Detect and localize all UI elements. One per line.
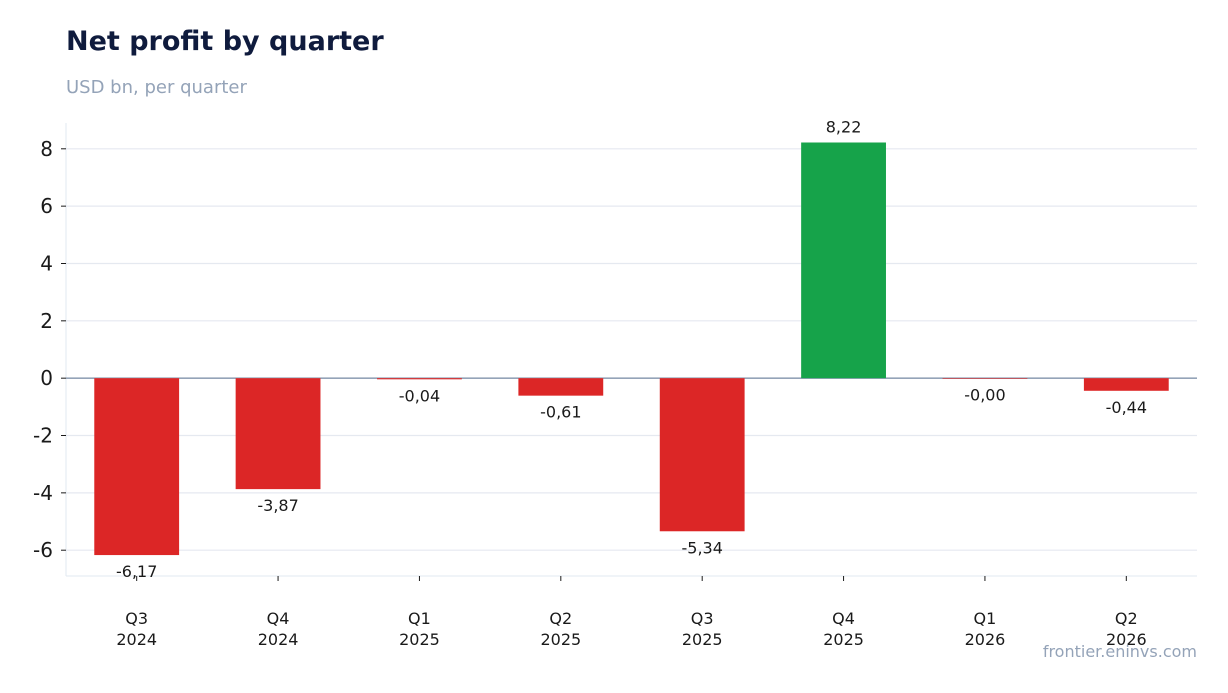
x-tick-label-quarter: Q4 xyxy=(832,609,855,628)
bar xyxy=(1083,378,1169,391)
bar xyxy=(942,378,1028,379)
x-tick-label-year: 2025 xyxy=(823,630,864,649)
data-label: -0,00 xyxy=(964,385,1005,404)
bar xyxy=(659,378,745,532)
y-tick: 4 xyxy=(40,251,66,275)
x-tick-label-quarter: Q1 xyxy=(408,609,431,628)
y-tick-label: -6 xyxy=(33,538,53,562)
y-tick: 6 xyxy=(40,194,66,218)
bar xyxy=(801,142,886,379)
data-label: 8,22 xyxy=(826,117,862,136)
data-label: -0,61 xyxy=(540,403,581,422)
x-tick-label-year: 2024 xyxy=(258,630,299,649)
y-tick-label: 4 xyxy=(40,251,53,275)
data-labels: -6,17 -3,87 -0,04 -0,61 -5,34 8,22 -0,00 -0,44 xyxy=(116,117,1147,581)
bar xyxy=(377,378,462,380)
bar xyxy=(518,378,604,396)
y-tick-label: 0 xyxy=(40,366,53,390)
data-label: -5,34 xyxy=(681,538,722,557)
y-tick-label: -4 xyxy=(33,481,53,505)
chart-title: Net profit by quarter xyxy=(66,26,384,57)
x-tick-label-year: 2025 xyxy=(682,630,723,649)
y-tick: 0 xyxy=(40,366,66,390)
data-label: -6,17 xyxy=(116,562,157,581)
x-tick-label-quarter: Q3 xyxy=(691,609,714,628)
bar xyxy=(94,378,180,556)
x-tick-label-quarter: Q4 xyxy=(267,609,290,628)
chart-subtitle: USD bn, per quarter xyxy=(66,77,247,98)
data-label: -0,04 xyxy=(399,386,440,405)
x-tick-label-year: 2026 xyxy=(1106,630,1147,649)
x-tick-label-year: 2025 xyxy=(540,630,581,649)
x-tick-label-quarter: Q2 xyxy=(549,609,572,628)
axes: 8 6 4 2 0 -2 -4 -6 Q3 2024 Q4 2024 Q1 2025 Q2 2025 Q3 202… xyxy=(33,123,1197,649)
x-tick-label-quarter: Q1 xyxy=(974,609,997,628)
bars xyxy=(94,142,1169,556)
y-tick-label: -2 xyxy=(33,424,53,448)
bar xyxy=(235,378,321,490)
y-tick: -2 xyxy=(33,424,66,448)
x-tick-label-year: 2026 xyxy=(965,630,1006,649)
y-tick: -4 xyxy=(33,481,66,505)
y-tick-label: 8 xyxy=(40,137,53,161)
y-tick: -6 xyxy=(33,538,66,562)
source-credit: frontier.eninvs.com xyxy=(1042,642,1197,661)
data-label: -0,44 xyxy=(1106,398,1147,417)
gridlines xyxy=(66,148,1197,551)
x-tick-label-year: 2024 xyxy=(116,630,157,649)
y-tick-label: 6 xyxy=(40,194,53,218)
y-tick: 8 xyxy=(40,137,66,161)
y-tick: 2 xyxy=(40,309,66,333)
x-tick-label-quarter: Q3 xyxy=(125,609,148,628)
data-label: -3,87 xyxy=(257,496,298,515)
x-tick-label-year: 2025 xyxy=(399,630,440,649)
x-tick-label-quarter: Q2 xyxy=(1115,609,1138,628)
y-tick-label: 2 xyxy=(40,309,53,333)
